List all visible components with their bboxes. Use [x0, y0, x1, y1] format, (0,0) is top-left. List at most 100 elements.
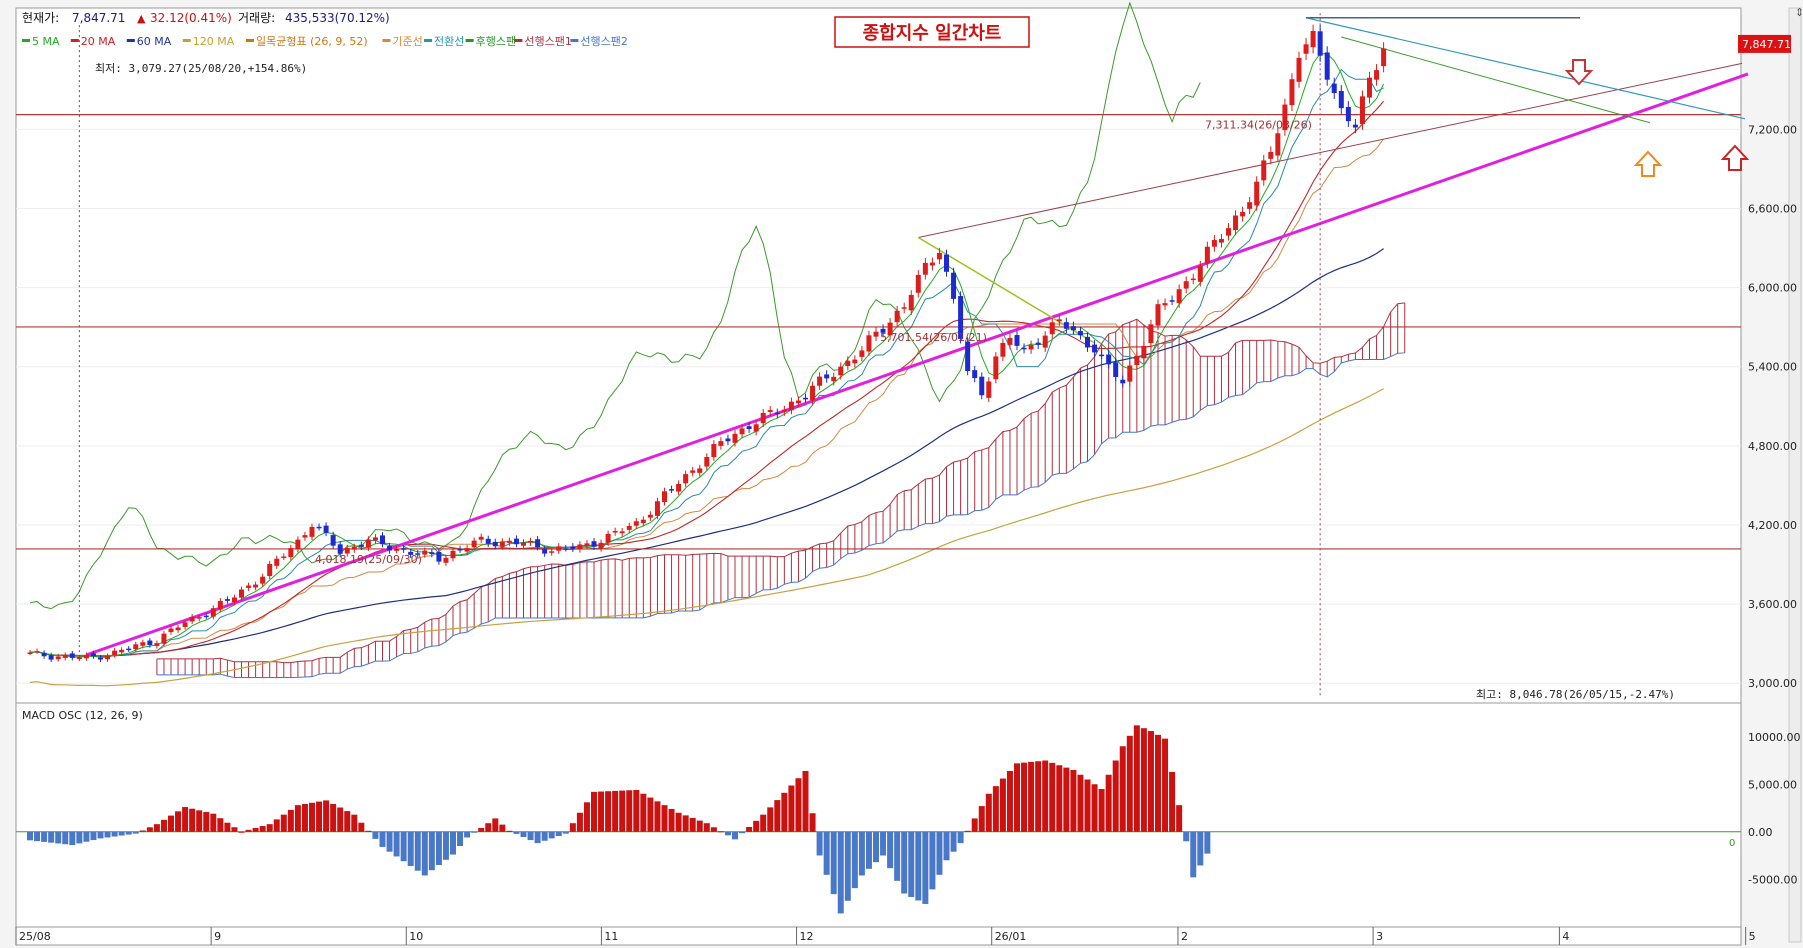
candle-body: [908, 294, 914, 311]
support-5701-label: 5,701.54(26/01/21): [880, 331, 987, 344]
candle-body: [676, 483, 682, 492]
legend-label: 일목균형표 (26, 9, 52): [256, 34, 368, 48]
lagging-span: [29, 1, 1201, 610]
macd-bar: [633, 789, 640, 832]
candle-body: [154, 643, 160, 646]
candle-body: [1148, 324, 1154, 344]
candle-body: [901, 307, 907, 309]
macd-bar: [414, 831, 421, 871]
buy-arrow-up-icon: [1633, 150, 1663, 177]
candle-body: [944, 254, 949, 272]
y-tick-label: 4,200.00: [1748, 519, 1797, 532]
candle-body: [1134, 355, 1140, 365]
candle-body: [401, 548, 407, 550]
legend-swatch: [126, 39, 135, 42]
candle-body: [337, 544, 343, 554]
macd-bar: [1084, 779, 1091, 832]
up-triangle-icon: ▲: [137, 12, 146, 25]
candle-body: [979, 376, 985, 396]
candle-body: [1261, 160, 1267, 181]
macd-bar: [767, 807, 774, 832]
macd-bar: [1077, 774, 1084, 832]
candle-body: [887, 322, 893, 336]
candle-body: [1310, 30, 1316, 48]
macd-bar: [1014, 763, 1020, 832]
macd-bar: [555, 831, 562, 837]
candle-body: [98, 657, 103, 660]
scroll-indicator-icon[interactable]: ⇕: [1795, 6, 1803, 19]
macd-bar: [1070, 770, 1077, 832]
macd-bar: [379, 831, 386, 847]
candle-body: [619, 531, 625, 534]
macd-bar: [865, 831, 872, 869]
macd-bar: [182, 807, 189, 832]
candle-body: [612, 530, 618, 533]
lagging-span-line: [29, 1, 1201, 610]
macd-bar: [534, 831, 541, 844]
x-tick-label: 10: [409, 930, 423, 943]
candle-body: [654, 501, 660, 516]
scroll-strip[interactable]: [1788, 7, 1802, 943]
macd-bar: [985, 793, 992, 832]
chart-title: 종합지수 일간차트: [863, 22, 1002, 44]
macd-bar: [922, 831, 929, 904]
macd-bar: [421, 831, 428, 876]
candle-body: [1204, 246, 1210, 264]
macd-y-tick-label: 5,000.00: [1748, 778, 1797, 791]
macd-bar: [1133, 725, 1140, 832]
macd-bar: [464, 831, 471, 838]
macd-bar: [873, 831, 879, 863]
candle-body: [408, 551, 414, 555]
candle-body: [929, 262, 935, 266]
candle-body: [556, 546, 562, 551]
macd-bar: [104, 831, 111, 838]
candle-body: [1381, 48, 1387, 67]
candle-body: [1021, 347, 1027, 350]
candle-body: [351, 546, 357, 550]
macd-bar: [880, 831, 887, 856]
macd-bar: [746, 827, 753, 832]
macd-bar: [1155, 734, 1161, 832]
volume-value: 435,533(70.12%): [285, 11, 390, 25]
macd-bar: [1035, 761, 1042, 832]
legend-label: 선행스팬2: [580, 35, 627, 48]
candle-body: [1303, 44, 1309, 54]
candle-body: [464, 548, 470, 552]
macd-bar: [753, 820, 760, 832]
y-tick-label: 4,800.00: [1748, 440, 1797, 453]
candle-body: [429, 552, 435, 555]
legend-label: 선행스팬1: [524, 35, 571, 48]
candle-body: [182, 622, 188, 627]
macd-bar: [612, 790, 619, 832]
candle-body: [1275, 133, 1281, 156]
candle-body: [1155, 304, 1161, 326]
macd-bar: [1169, 771, 1176, 832]
macd-bar: [492, 818, 499, 832]
macd-bar: [175, 811, 182, 832]
macd-bar: [732, 831, 738, 840]
y-tick-label: 6,600.00: [1748, 202, 1797, 215]
candle-body: [415, 553, 421, 555]
macd-bar: [583, 802, 590, 832]
macd-bar: [908, 831, 915, 897]
candle-body: [838, 366, 844, 376]
y-tick-label: 3,600.00: [1748, 598, 1797, 611]
x-tick-label: 9: [214, 930, 221, 943]
macd-zero-label: 0: [1729, 838, 1735, 849]
candle-body: [1120, 379, 1126, 384]
current-price-badge-label: 7,847.71: [1742, 38, 1791, 51]
macd-bar: [682, 815, 689, 832]
candle-body: [1254, 181, 1260, 206]
candle-body: [246, 585, 252, 588]
macd-bar: [739, 831, 746, 834]
macd-bar: [915, 831, 922, 901]
candle-body: [316, 526, 322, 529]
candle-body: [605, 533, 611, 543]
candle-body: [1035, 342, 1041, 345]
legend: 5 MA 20 MA 60 MA 120 MA 일목균형표 (26, 9, 52) 기준선…: [22, 34, 628, 48]
macd-bar: [309, 802, 315, 832]
candle-body: [189, 616, 195, 622]
candle-body: [795, 400, 801, 404]
macd-bar: [703, 823, 710, 832]
target-arrow-up-icon: [1720, 144, 1750, 171]
